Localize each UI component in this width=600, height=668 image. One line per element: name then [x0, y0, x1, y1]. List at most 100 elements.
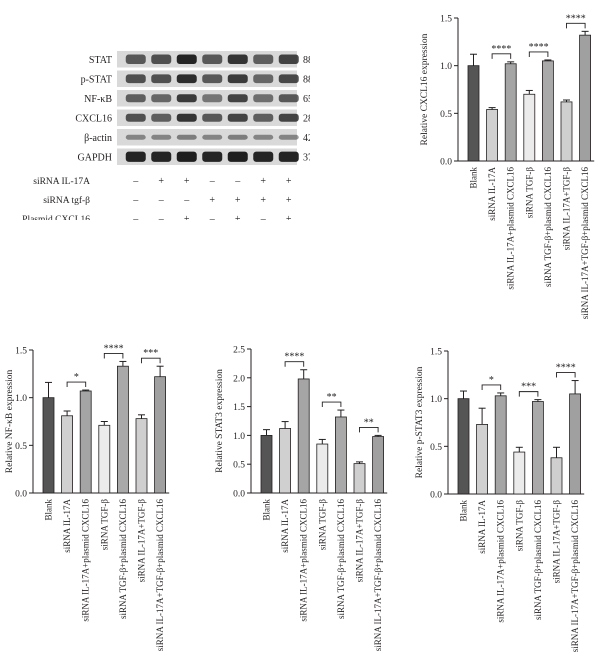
blot-band — [176, 54, 197, 64]
x-category-label: siRNA IL-17A+plasmid CXCL16 — [506, 167, 516, 290]
x-category-label: Blank — [44, 499, 54, 521]
x-category-label: siRNA IL-17A — [487, 167, 497, 221]
blot-band — [278, 134, 299, 140]
treatment-sign: + — [235, 195, 241, 206]
significance-label: **** — [104, 343, 124, 354]
blot-band — [253, 134, 274, 140]
treatment-sign: + — [158, 176, 164, 187]
treatment-sign: + — [286, 195, 292, 206]
blot-row-label: NF-κB — [84, 94, 112, 105]
treatment-sign: + — [184, 176, 190, 187]
bar — [523, 93, 536, 162]
treatment-sign: – — [260, 214, 267, 220]
bar — [279, 428, 291, 494]
y-tick-label: 1.5 — [15, 347, 27, 357]
bar — [579, 34, 592, 162]
x-category-label: siRNA IL-17A — [280, 499, 290, 553]
bar — [532, 401, 544, 495]
bar — [486, 109, 498, 162]
blot-band — [253, 151, 274, 162]
blot-band — [227, 151, 248, 162]
y-tick-label: 0.0 — [440, 158, 452, 168]
blot-band — [151, 151, 172, 162]
treatment-sign: – — [132, 214, 139, 220]
treatment-label: Plasmid CXCL16 — [22, 215, 90, 220]
y-tick-label: 0.0 — [233, 490, 245, 500]
significance-bracket — [528, 51, 549, 57]
blot-row-label: GAPDH — [78, 153, 112, 164]
blot-band — [278, 113, 299, 122]
bar — [154, 376, 167, 494]
bar — [42, 397, 55, 494]
y-axis-label: Relative STAT3 expression — [215, 369, 225, 473]
blot-band — [253, 113, 274, 122]
western-blot-figure: STAT 88 KD p-STAT 88 KD NF-κB 65 KD CXCL16 28 K… — [22, 51, 330, 225]
significance-label: * — [74, 372, 79, 383]
blot-band — [176, 134, 197, 140]
blot-kd-label: 65 KD — [303, 94, 310, 105]
y-tick-label: 1.5 — [430, 348, 442, 358]
blot-band — [151, 134, 172, 140]
bar — [79, 390, 92, 494]
bar — [260, 435, 273, 494]
x-category-label: siRNA TGF-β+plasmid CXCL16 — [118, 499, 128, 620]
x-category-label: siRNA TGF-β — [99, 499, 109, 551]
bar — [467, 65, 480, 162]
x-category-label: siRNA IL-17A+TGF-β+plasmid CXCL16 — [570, 500, 580, 653]
blot-band — [125, 74, 146, 84]
stat3-chart: 0.0 0.5 1.0 1.5 2.0 2.5 Relative STAT3 express… — [210, 335, 410, 668]
blot-band — [227, 94, 248, 103]
significance-bracket — [321, 401, 342, 408]
y-tick-label: 2.0 — [233, 374, 245, 384]
blot-band — [253, 54, 274, 64]
treatment-sign: – — [183, 195, 190, 206]
significance-label: **** — [491, 44, 511, 55]
blot-band — [202, 94, 223, 103]
significance-bracket — [141, 357, 161, 364]
bar — [542, 60, 554, 162]
significance-bracket — [66, 381, 87, 388]
blot-row-label: p-STAT — [81, 75, 112, 86]
western-blot-panel: STAT 88 KD p-STAT 88 KD NF-κB 65 KD CXCL16 28 K… — [0, 0, 330, 225]
significance-bracket — [556, 372, 576, 378]
y-tick-label: 0.0 — [430, 491, 442, 501]
treatment-sign: + — [286, 176, 292, 187]
significance-label: ** — [364, 417, 374, 428]
significance-label: **** — [529, 42, 549, 53]
blot-band — [278, 74, 299, 84]
treatment-sign: – — [234, 176, 241, 187]
blot-band — [202, 54, 223, 64]
bar — [117, 365, 129, 494]
significance-bracket — [491, 53, 512, 59]
x-category-label: Blank — [262, 499, 272, 521]
y-axis-label: Relative NF-κB expression — [5, 370, 15, 474]
x-category-label: siRNA TGF-β+plasmid CXCL16 — [533, 500, 543, 621]
bar — [550, 457, 563, 495]
y-tick-label: 0.5 — [440, 110, 452, 120]
blot-band — [151, 94, 172, 103]
bar — [335, 416, 347, 494]
nfkb-bar-chart-svg: 0.0 0.5 1.0 1.5 Relative NF-κB expression Bla… — [5, 343, 170, 651]
x-category-label: siRNA TGF-β+plasmid CXCL16 — [543, 167, 553, 288]
treatment-sign: + — [184, 214, 190, 220]
bar — [513, 451, 526, 495]
nfkb-chart: 0.0 0.5 1.0 1.5 Relative NF-κB expression Bla… — [0, 335, 200, 668]
blot-band — [176, 94, 197, 103]
bar — [61, 415, 73, 494]
bar — [316, 443, 329, 494]
significance-label: **** — [284, 352, 304, 363]
blot-band — [151, 54, 172, 64]
blot-band — [202, 74, 223, 84]
blot-band — [125, 151, 146, 162]
pstat3-chart: 0.0 0.5 1.0 1.5 Relative p-STAT3 expression B… — [410, 335, 600, 668]
blot-band — [278, 151, 299, 162]
treatment-sign: – — [132, 176, 139, 187]
blot-band — [125, 94, 146, 103]
blot-kd-label: 28 KD — [303, 114, 310, 125]
treatment-sign: – — [158, 195, 165, 206]
treatment-label: siRNA tgf-β — [43, 195, 90, 206]
y-tick-label: 0.0 — [15, 490, 27, 500]
treatment-sign: + — [235, 214, 241, 220]
pstat3-bar-chart-svg: 0.0 0.5 1.0 1.5 Relative p-STAT3 expression B… — [415, 348, 585, 653]
y-axis-label: Relative p-STAT3 expression — [415, 366, 425, 478]
